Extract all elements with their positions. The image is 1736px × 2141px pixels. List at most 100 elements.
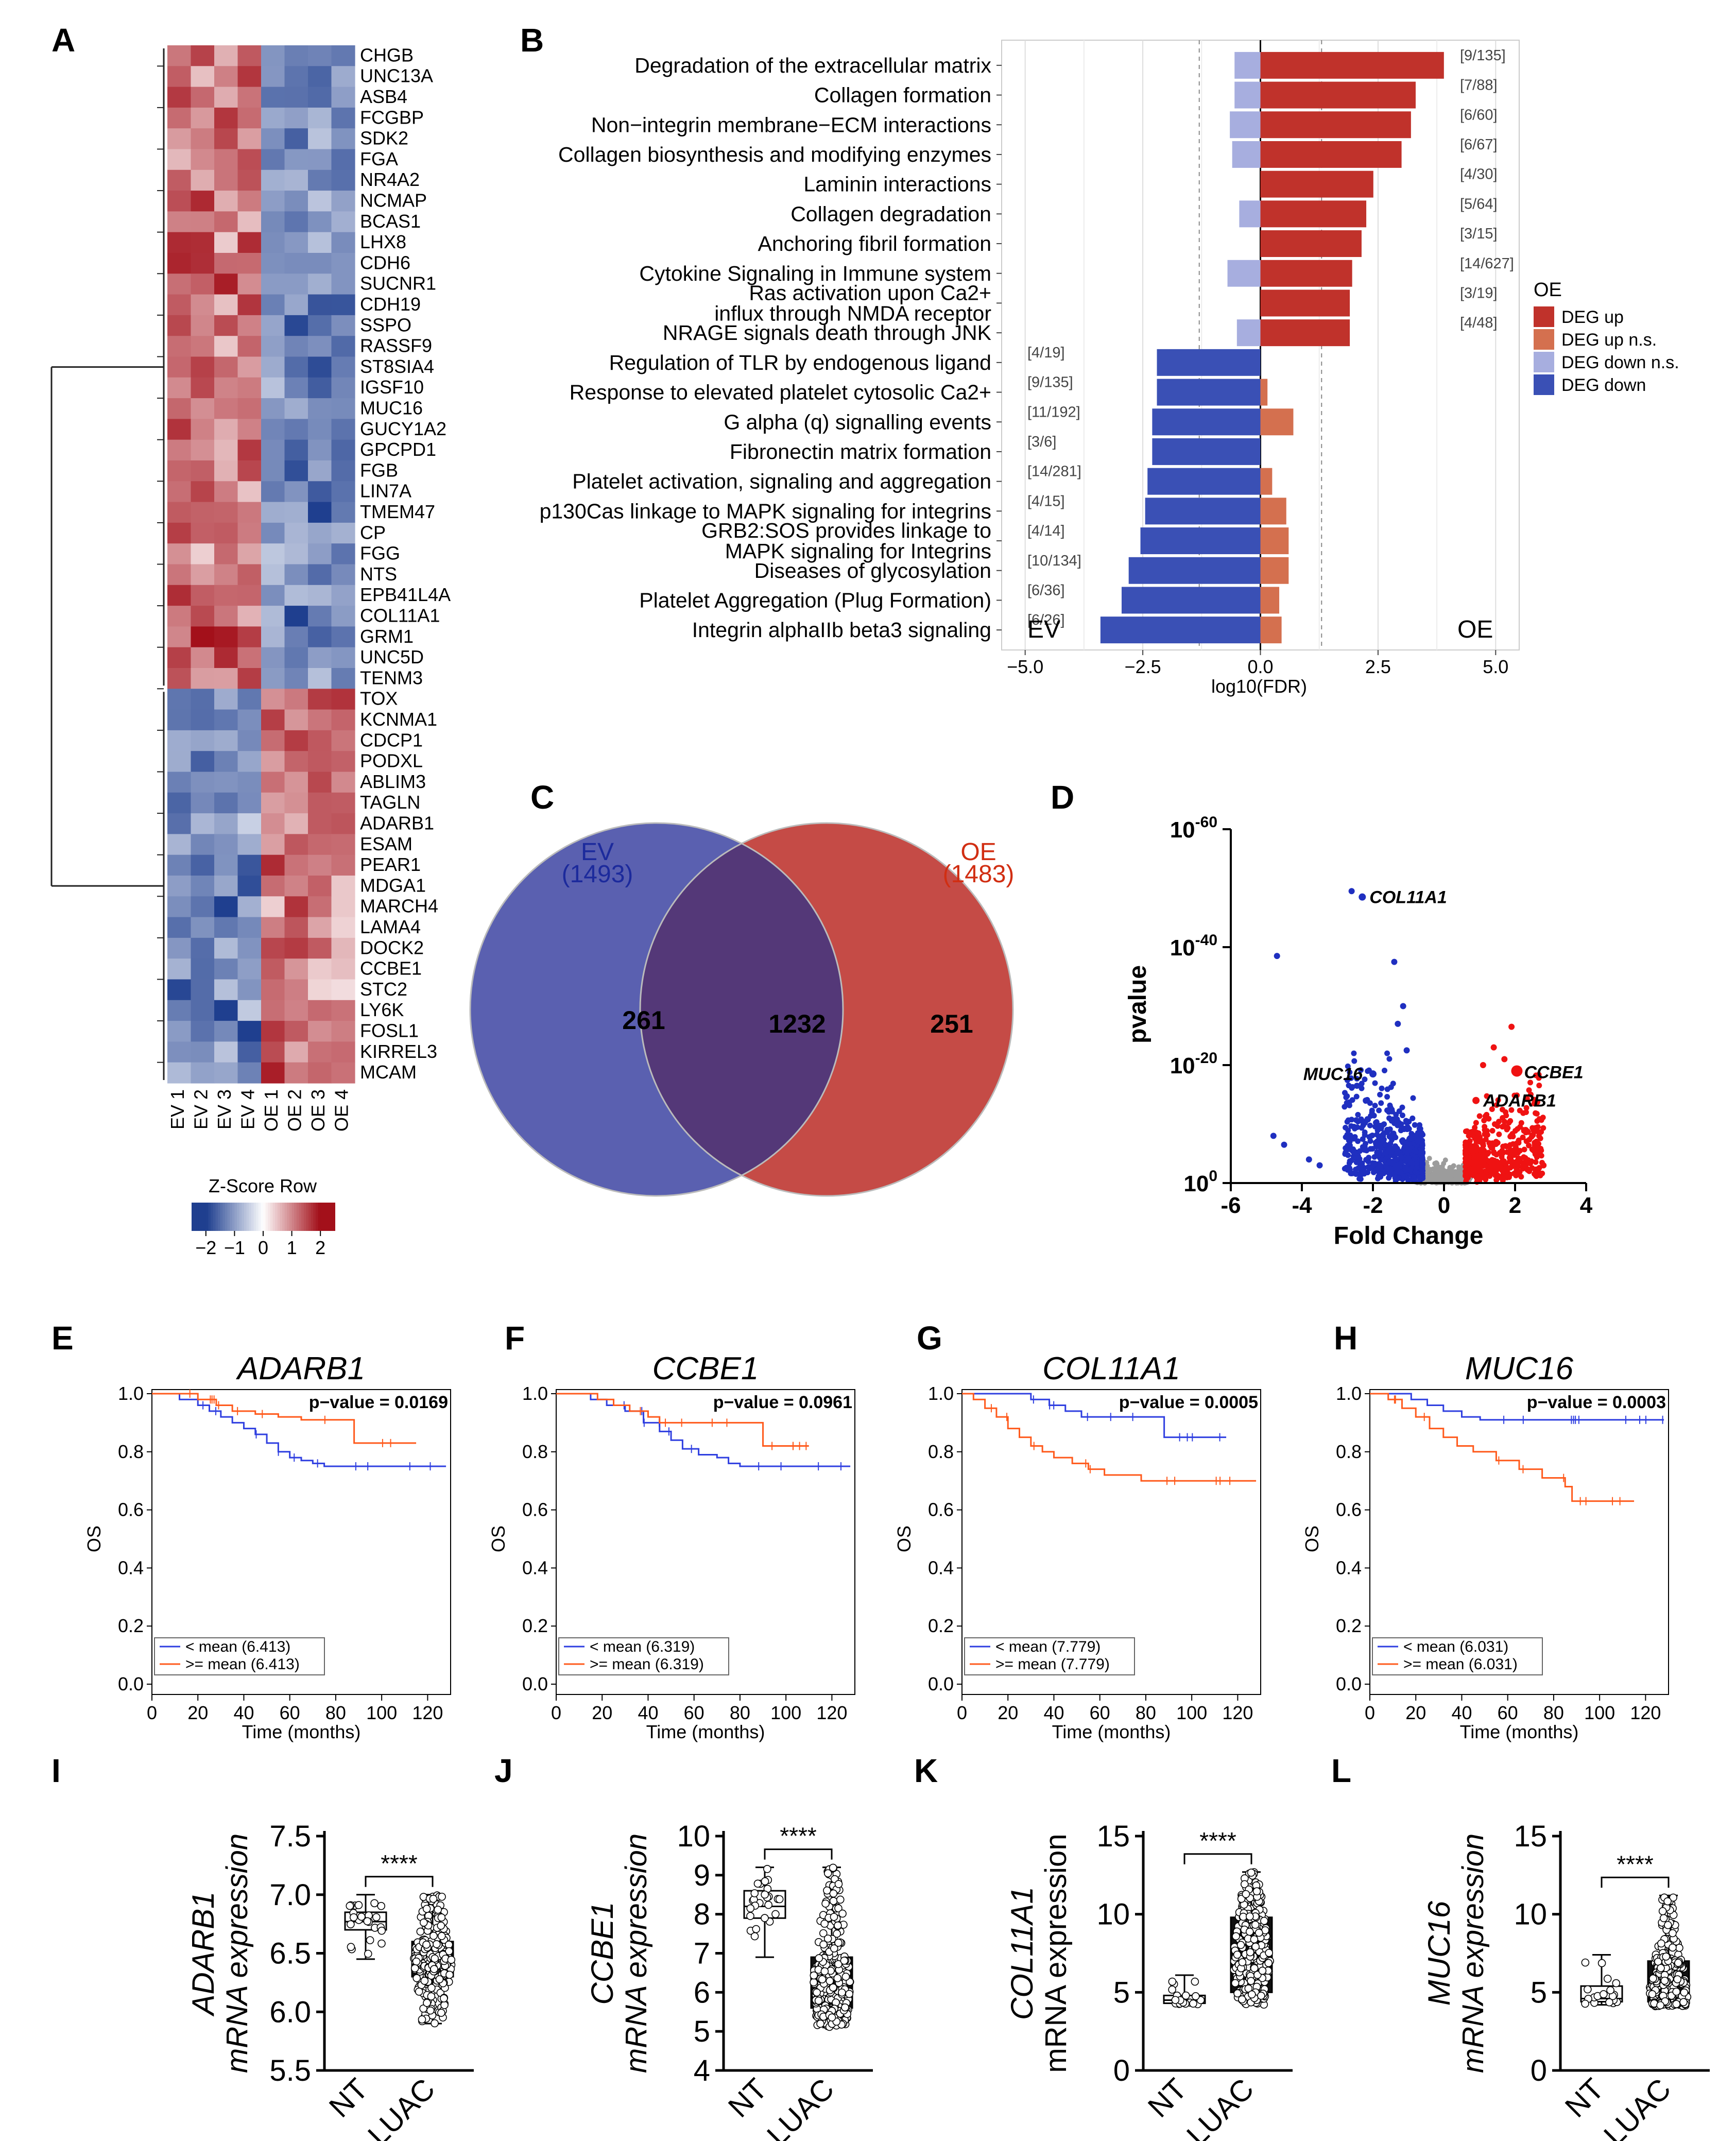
box-data-point bbox=[1254, 1928, 1263, 1937]
x-tick-label: 80 bbox=[730, 1702, 750, 1723]
volcano-point bbox=[1484, 1093, 1490, 1099]
highlight-gene-label: ADARB1 bbox=[1483, 1091, 1556, 1111]
x-tick-label: 100 bbox=[366, 1702, 397, 1723]
volcano-point bbox=[1499, 1147, 1505, 1154]
heatmap-cell bbox=[214, 751, 238, 773]
bar-down bbox=[1147, 468, 1261, 495]
volcano-point bbox=[1527, 1091, 1534, 1098]
box-data-point bbox=[1181, 1991, 1190, 2000]
heatmap-cell bbox=[284, 647, 308, 669]
gene-ratio-label: [4/48] bbox=[1460, 315, 1498, 331]
box-data-point bbox=[833, 1974, 842, 1982]
bar-down bbox=[1157, 349, 1261, 376]
heatmap-cell bbox=[167, 169, 192, 191]
panel-label-h: H bbox=[1334, 1320, 1357, 1357]
legend-label: < mean (7.779) bbox=[995, 1638, 1101, 1655]
venn-set-total-ev: (1493) bbox=[562, 861, 633, 888]
volcano-point bbox=[1387, 1104, 1394, 1110]
x-tick-label: 60 bbox=[1498, 1702, 1518, 1723]
volcano-point bbox=[1347, 1165, 1353, 1171]
heatmap-cell bbox=[167, 1041, 192, 1063]
volcano-point bbox=[1372, 1103, 1378, 1109]
volcano-point bbox=[1469, 1160, 1475, 1166]
heatmap-cell bbox=[308, 253, 332, 274]
legend-gradient-step bbox=[239, 1203, 243, 1231]
heatmap-cell bbox=[331, 543, 355, 565]
heatmap-cell bbox=[284, 273, 308, 295]
volcano-point bbox=[1463, 1156, 1469, 1162]
km-legend: < mean (6.413)>= mean (6.413) bbox=[154, 1637, 325, 1675]
heatmap-cell bbox=[284, 87, 308, 108]
box-data-point bbox=[1584, 1985, 1592, 1994]
gene-ratio-label: [4/14] bbox=[1027, 523, 1065, 539]
pathway-label: Fibronectin matrix formation bbox=[730, 440, 991, 464]
bar-down bbox=[1128, 557, 1261, 584]
box-data-point bbox=[1672, 2000, 1681, 2008]
heatmap-cell bbox=[237, 66, 262, 88]
y-tick-label: 0.6 bbox=[1336, 1499, 1362, 1520]
heatmap-cell bbox=[284, 1041, 308, 1063]
legend-gradient-step bbox=[203, 1203, 207, 1231]
legend-gradient-step bbox=[201, 1203, 204, 1231]
heatmap-cell bbox=[308, 398, 332, 419]
volcano-point bbox=[1463, 1128, 1469, 1135]
heatmap-cell bbox=[237, 439, 262, 461]
heatmap-col-label: OE 1 bbox=[261, 1089, 282, 1132]
box-data-point bbox=[829, 1983, 837, 1992]
volcano-point bbox=[1506, 1155, 1512, 1161]
panel-label-j: J bbox=[494, 1752, 513, 1789]
volcano-point bbox=[1378, 1125, 1384, 1132]
heatmap-cell bbox=[167, 419, 192, 440]
box-data-point bbox=[422, 1905, 431, 1913]
box-data-point bbox=[775, 1895, 784, 1904]
y-tick-label: 7.5 bbox=[269, 1820, 311, 1853]
y-tick-label: 10-20 bbox=[1170, 1050, 1217, 1078]
volcano-point bbox=[1522, 1126, 1529, 1133]
heatmap-cell bbox=[237, 398, 262, 419]
volcano-point bbox=[1526, 1142, 1532, 1149]
volcano-point bbox=[1391, 1133, 1397, 1139]
volcano-point bbox=[1537, 1135, 1543, 1141]
box-data-point bbox=[1246, 1912, 1254, 1921]
box-data-point bbox=[820, 1967, 829, 1976]
volcano-point bbox=[1493, 1152, 1500, 1158]
heatmap-cell bbox=[214, 398, 238, 419]
heatmap-cell bbox=[308, 336, 332, 357]
box-data-point bbox=[1250, 1964, 1259, 1973]
volcano-point bbox=[1456, 1175, 1462, 1181]
heatmap-cell bbox=[167, 979, 192, 1001]
volcano-point bbox=[1512, 1160, 1519, 1166]
heatmap-cell bbox=[214, 253, 238, 274]
x-axis-label: log10(FDR) bbox=[1211, 676, 1307, 697]
heatmap-row-label: NR4A2 bbox=[360, 169, 420, 190]
heatmap-cell bbox=[191, 273, 215, 295]
legend-gradient-step bbox=[313, 1203, 316, 1231]
box-data-point bbox=[1189, 1999, 1197, 2008]
volcano-point bbox=[1504, 1126, 1510, 1133]
heatmap-cell bbox=[167, 1062, 192, 1084]
x-tick-label: 120 bbox=[816, 1702, 847, 1723]
volcano-point bbox=[1469, 1147, 1475, 1154]
km-curve-low bbox=[962, 1393, 1227, 1438]
heatmap-cell bbox=[167, 439, 192, 461]
heatmap-cell bbox=[214, 1041, 238, 1063]
y-tick-label: 0.2 bbox=[928, 1615, 954, 1636]
volcano-point bbox=[1527, 1080, 1534, 1086]
box-nt bbox=[344, 1894, 387, 1960]
bar-up bbox=[1260, 408, 1294, 436]
heatmap-row-label: MDGA1 bbox=[360, 875, 426, 896]
box-data-point bbox=[764, 1900, 772, 1909]
heatmap-cell bbox=[237, 543, 262, 565]
volcano-point bbox=[1500, 1168, 1506, 1174]
volcano-point bbox=[1369, 1109, 1375, 1116]
heatmap-cell bbox=[167, 1000, 192, 1021]
volcano-point bbox=[1351, 1058, 1357, 1064]
heatmap-cell bbox=[331, 958, 355, 980]
box-data-point bbox=[437, 1913, 446, 1922]
volcano-point bbox=[1521, 1146, 1527, 1153]
heatmap-cell bbox=[167, 315, 192, 336]
legend-label: DEG up bbox=[1561, 307, 1624, 327]
volcano-point bbox=[1500, 1177, 1506, 1184]
volcano-point bbox=[1346, 1102, 1352, 1108]
heatmap-cell bbox=[331, 792, 355, 814]
